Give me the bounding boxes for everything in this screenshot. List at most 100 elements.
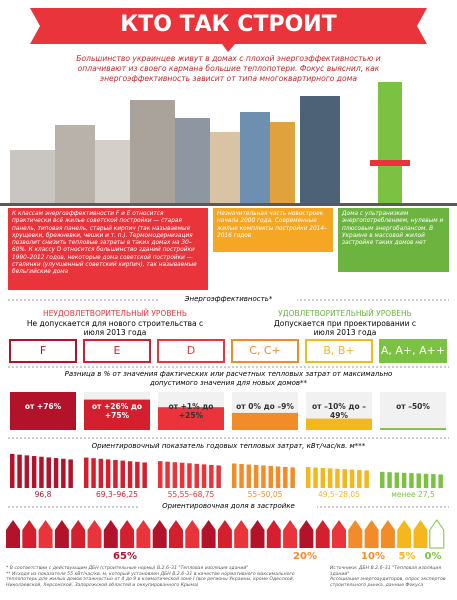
buildings [0, 82, 457, 206]
good-note: Допускается при проектировании с июля 20… [273, 319, 417, 337]
heat-stripe [290, 467, 295, 488]
heat-stripe [127, 461, 133, 488]
house-icon [6, 520, 20, 548]
house-icon [185, 520, 200, 548]
heat-stripe [98, 458, 104, 488]
heat-stripe [438, 474, 443, 488]
heat-stripe [327, 468, 333, 488]
section-title: Ориентировочная доля в застройке [140, 502, 317, 510]
house-icon [71, 520, 86, 548]
class-box [379, 339, 447, 363]
heat-stripe [232, 463, 237, 488]
note: Дома с ультранизким энергопотреблением, … [342, 211, 444, 247]
heat-label: 69,3–96,25 [96, 490, 138, 499]
heat-stripe [275, 466, 281, 488]
footnote-line: Источники: ДБН В.2.6–31 "Тепловая изоляц… [330, 566, 442, 577]
note: К классам энергоэффективности F и E отно… [12, 211, 197, 276]
heat-stripe [158, 461, 163, 488]
heat-stripe [216, 465, 221, 488]
heat-stripe [10, 454, 15, 488]
heat-stripe [165, 461, 170, 488]
footnote-line: Ассоциация энергоаудиторов, опрос экспер… [330, 577, 446, 588]
heat-stripe [17, 454, 22, 488]
house-icon [169, 520, 183, 548]
heat-stripe [105, 459, 111, 488]
heat-stripe [209, 464, 214, 488]
level-label: от +1% до +25% [168, 402, 214, 420]
heat-stripe [53, 458, 59, 488]
house-icon [380, 520, 395, 548]
footnote: * В соответствии с действующим ДБН (стро… [6, 566, 306, 588]
house-icon [234, 520, 249, 548]
note-box [8, 208, 208, 290]
house-icon [22, 520, 37, 548]
class-label: E [113, 344, 121, 357]
heat-label: менее 27,5 [391, 490, 435, 499]
house-icon [87, 520, 102, 548]
level-fill [380, 428, 446, 430]
class-box [157, 339, 225, 363]
house-icon [217, 520, 232, 548]
heat-label: 55–50,05 [247, 490, 283, 499]
note: Незначительная часть новостроек начала 2… [217, 211, 327, 239]
heat-stripe [409, 473, 414, 488]
heat-stripe [61, 458, 66, 488]
title: КТО ТАК СТРОИТ [120, 12, 337, 37]
house-icon [103, 520, 118, 548]
footnote-line: ** Исходя из показателя 55 кВт/час/кв. м… [6, 571, 295, 588]
heat-stripe [24, 455, 30, 488]
heat-stripe [306, 467, 311, 488]
class-label: A, A+, A++ [380, 344, 446, 357]
heat-stripe [431, 474, 436, 488]
heat-stripe [239, 464, 244, 488]
house-icon [364, 520, 379, 548]
class-box [231, 339, 299, 363]
level-fill [306, 418, 372, 430]
heat-stripe [342, 469, 347, 488]
share-label: 5% [398, 551, 416, 562]
heat-stripe [261, 465, 266, 488]
section-title: Ориентировочный показатель годовых тепло… [80, 442, 377, 450]
level-fill [84, 399, 150, 430]
heat-stripe [387, 472, 392, 488]
heat-stripe [394, 472, 400, 488]
heat-stripe [357, 470, 362, 488]
share-label: 0% [424, 551, 442, 562]
heat-stripe [46, 457, 51, 488]
title-ribbon [30, 8, 427, 44]
level-fill [10, 392, 76, 430]
house-icon [201, 520, 216, 548]
class-label: D [186, 344, 196, 357]
heat-stripe [380, 471, 385, 488]
level-label: от –50% [396, 402, 430, 411]
heat-stripe [283, 466, 288, 488]
share-label: 65% [113, 551, 137, 562]
house-icon [283, 520, 298, 548]
section-title: Энергоэффективность* [160, 295, 297, 303]
heat-stripe [335, 468, 340, 488]
level-fill [232, 412, 298, 430]
heat-stripe [401, 472, 407, 488]
subtitle: Большинство украинцев живут в домах с пл… [76, 54, 381, 83]
heat-stripe [113, 460, 118, 488]
heat-stripe [172, 462, 178, 488]
heat-stripe [68, 459, 73, 488]
heat-stripe [194, 463, 199, 488]
level-box [380, 392, 446, 430]
level-label: от 0% до –9% [236, 402, 294, 411]
heat-stripe [364, 470, 369, 488]
heat-stripe [135, 461, 140, 488]
level-label: от –10% до –49% [312, 402, 366, 420]
heat-stripe [423, 473, 429, 488]
house-icon [266, 520, 281, 548]
heat-stripe [268, 465, 273, 488]
house-icon [348, 520, 363, 548]
heat-stripe [201, 464, 207, 488]
class-box [9, 339, 77, 363]
level-label: от +76% [24, 402, 62, 411]
share-label: 20% [293, 551, 317, 562]
note-box [213, 208, 333, 252]
heat-stripe [349, 469, 355, 488]
